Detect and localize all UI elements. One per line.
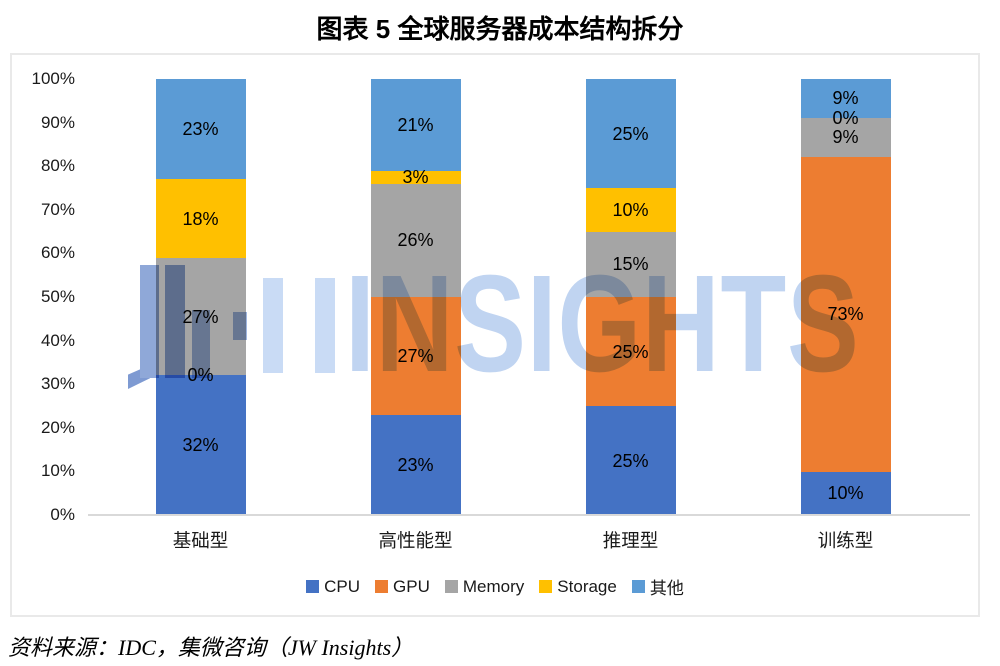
bar-segment-Storage	[155, 179, 246, 258]
data-label: 0%	[187, 365, 214, 386]
legend-swatch-icon	[444, 580, 458, 593]
data-label: 23%	[182, 119, 219, 140]
bar-segment-CPU	[155, 375, 246, 515]
y-axis-tick-label: 60%	[40, 243, 75, 263]
y-axis-tick-label: 0%	[50, 505, 75, 524]
y-axis-tick-label: 50%	[40, 287, 75, 306]
watermark-logo-bar-icon	[263, 278, 283, 373]
x-axis-line	[88, 514, 970, 516]
legend-swatch-icon	[631, 580, 645, 593]
bar-segment-其他	[370, 79, 461, 171]
y-axis-tick-label: 70%	[40, 199, 75, 219]
data-label: 0%	[832, 107, 859, 128]
data-label: 3%	[402, 167, 429, 188]
stacked-bar-基础型: 32% 0% 27% 18% 23%	[155, 79, 246, 515]
x-axis-label: 高性能型	[378, 530, 453, 551]
legend: CPU GPU Memory Storage 其他	[12, 574, 978, 599]
bar-segment-GPU	[370, 297, 461, 415]
legend-swatch-icon	[539, 580, 553, 593]
legend-item-GPU: GPU	[375, 577, 430, 597]
y-axis-tick-label: 80%	[40, 156, 75, 176]
data-label: 25%	[612, 341, 649, 362]
legend-swatch-icon	[306, 580, 320, 593]
y-axis-tick-label: 100%	[31, 69, 75, 88]
bar-segment-其他	[585, 79, 676, 188]
legend-item-其他: 其他	[631, 574, 684, 599]
legend-label: GPU	[393, 576, 430, 596]
bar-segment-CPU	[370, 414, 461, 515]
bar-segment-其他	[155, 79, 246, 180]
legend-item-Memory: Memory	[444, 576, 525, 597]
data-label: 26%	[397, 230, 434, 251]
bar-segment-其他	[800, 79, 891, 118]
data-label: 27%	[182, 306, 219, 327]
y-axis-tick-label: 10%	[40, 461, 75, 481]
data-label: 10%	[827, 483, 864, 504]
data-label: 15%	[612, 254, 649, 275]
bar-segment-GPU	[585, 297, 676, 406]
data-label: 10%	[612, 199, 649, 220]
stacked-bar-训练型: 10% 73% 9% 0% 9%	[800, 79, 891, 515]
data-label: 25%	[612, 123, 649, 144]
x-axis-label: 推理型	[602, 530, 659, 551]
data-label: 21%	[397, 114, 434, 135]
chart-title: 图表 5 全球服务器成本结构拆分	[316, 14, 684, 44]
bar-segment-Memory	[585, 231, 676, 297]
legend-item-Storage: Storage	[539, 577, 617, 597]
bar-segment-Memory	[800, 117, 891, 157]
data-label: 32%	[182, 435, 219, 456]
y-axis-tick-label: 30%	[40, 374, 75, 394]
data-label: 9%	[832, 127, 859, 148]
stacked-bar-推理型: 25% 25% 15% 10% 25%	[585, 79, 676, 515]
legend-swatch-icon	[375, 580, 389, 593]
bar-segment-CPU	[585, 406, 676, 515]
data-label: 18%	[182, 208, 219, 229]
data-label: 25%	[612, 450, 649, 471]
bar-segment-GPU	[800, 156, 891, 472]
y-axis-tick-label: 90%	[40, 112, 75, 132]
data-label: 73%	[827, 304, 864, 325]
y-axis-tick-label: 20%	[40, 417, 75, 437]
legend-label: CPU	[324, 576, 361, 596]
bar-segment-Storage	[585, 188, 676, 232]
data-label: 9%	[832, 88, 859, 109]
bar-segment-CPU	[800, 471, 891, 515]
stacked-bar-高性能型: 23% 27% 26% 3% 21%	[370, 79, 461, 515]
legend-item-CPU: CPU	[306, 577, 360, 597]
legend-label: 其他	[649, 579, 684, 598]
x-axis-label: 训练型	[817, 530, 874, 551]
bar-segment-Memory	[370, 183, 461, 297]
data-label: 23%	[397, 454, 434, 475]
y-axis-tick-label: 40%	[40, 330, 75, 350]
legend-label: Memory	[462, 576, 525, 596]
chart-area: 0% 10% 20% 30% 40% 50% 60% 70% 80% 90% 100% 32% 0% 2…	[10, 53, 980, 617]
data-label: 27%	[397, 345, 434, 366]
source-note: 资料来源：IDC，集微咨询（JW Insights）	[8, 635, 414, 660]
legend-label: Storage	[557, 576, 617, 596]
bar-segment-Storage	[370, 170, 461, 184]
x-axis-label: 基础型	[172, 530, 229, 551]
watermark-logo-bar-icon	[315, 278, 335, 373]
